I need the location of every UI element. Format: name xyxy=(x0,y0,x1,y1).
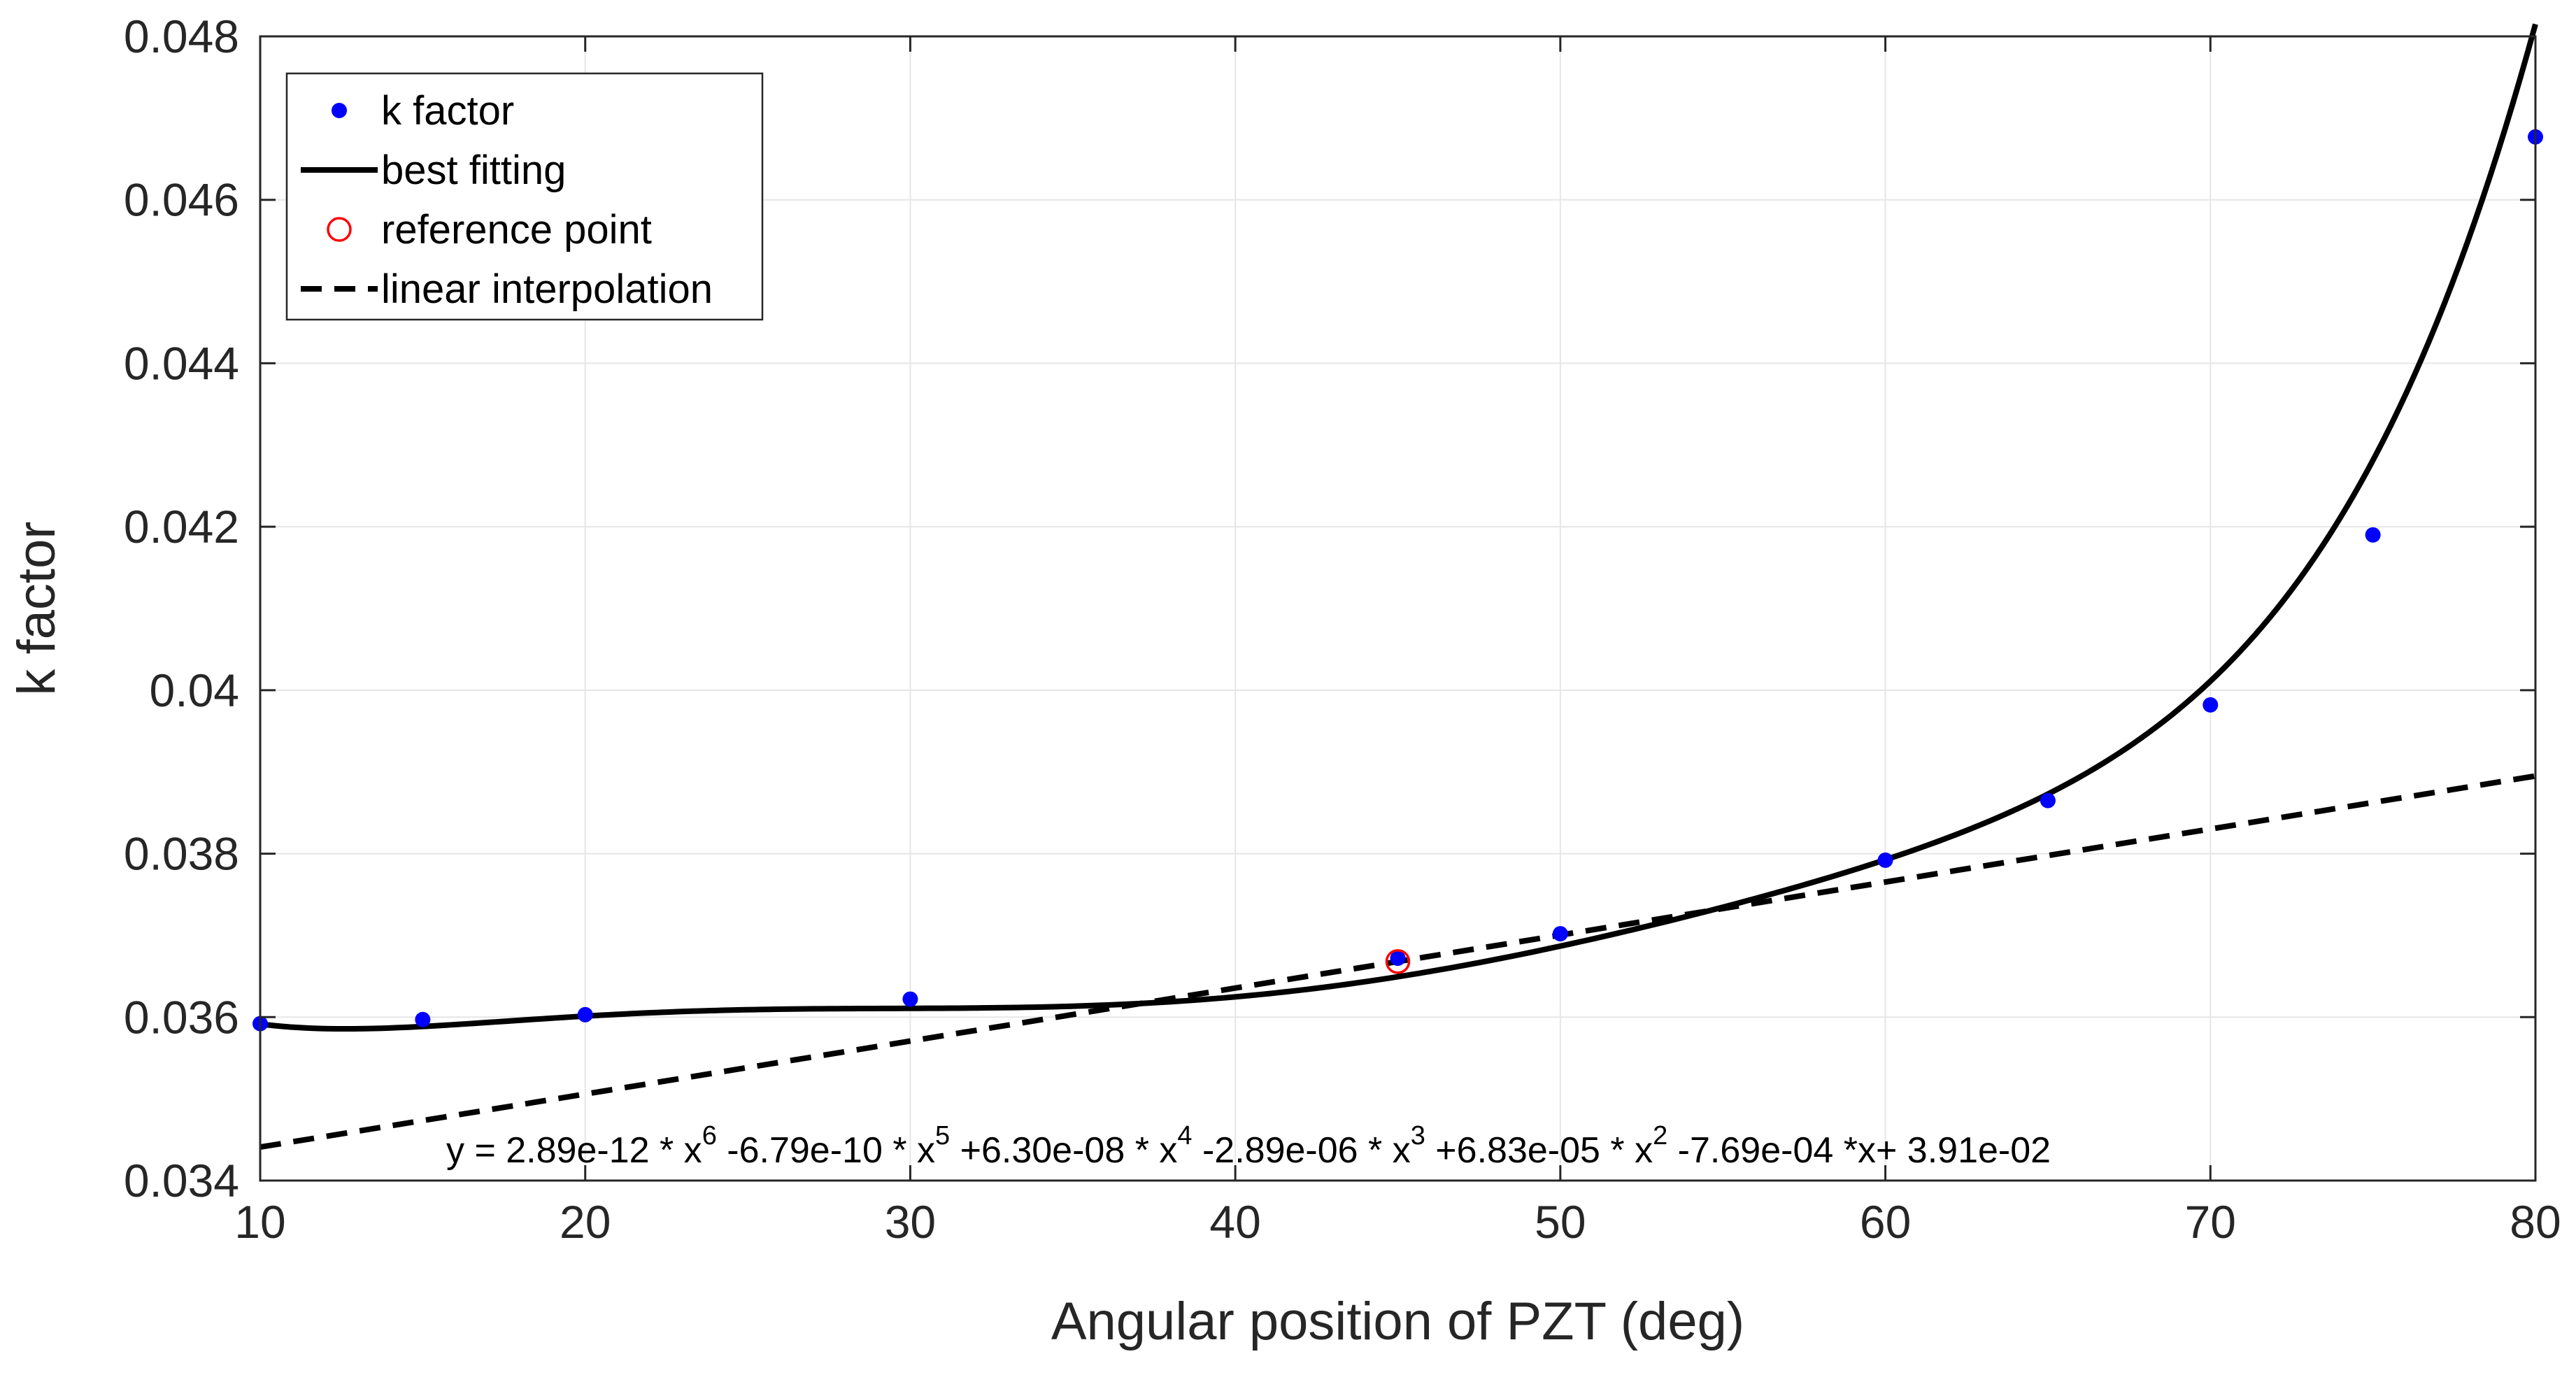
legend: k factor best fitting reference point linea… xyxy=(285,72,764,321)
y-tick-label: 0.038 xyxy=(124,828,239,880)
k-factor-point xyxy=(1552,926,1568,942)
x-tick-label: 20 xyxy=(560,1196,611,1248)
equation-term: y = 2.89e-12 * x xyxy=(446,1130,702,1171)
legend-label: linear interpolation xyxy=(381,266,713,312)
k-factor-point xyxy=(415,1011,431,1027)
equation-exponent: 4 xyxy=(1177,1121,1192,1150)
axis-titles: Angular position of PZT (deg) k factor xyxy=(7,521,1744,1351)
equation-exponent: 5 xyxy=(935,1121,950,1150)
equation-term: -6.79e-10 * x xyxy=(717,1130,935,1171)
legend-reference-point-marker xyxy=(327,217,352,242)
equation-exponent: 2 xyxy=(1653,1121,1667,1150)
equation-term: +6.30e-08 * x xyxy=(950,1130,1177,1171)
k-factor-point xyxy=(2203,697,2219,713)
equation-term: -7.69e-04 *x+ 3.91e-02 xyxy=(1667,1130,2051,1171)
equation-term: -2.89e-06 * x xyxy=(1193,1130,1411,1171)
legend-box xyxy=(285,72,764,321)
y-tick-label: 0.042 xyxy=(124,501,239,553)
k-factor-point xyxy=(1877,852,1893,868)
x-tick-label: 40 xyxy=(1209,1196,1260,1248)
x-tick-label: 50 xyxy=(1535,1196,1586,1248)
legend-label: k factor xyxy=(381,88,514,134)
y-tick-label: 0.04 xyxy=(150,664,239,716)
reference-point-marker xyxy=(1385,949,1411,974)
annotations: y = 2.89e-12 * x6​ -6.79e-10 * x5​ +6.30… xyxy=(446,1121,2051,1171)
x-tick-label: 30 xyxy=(885,1196,936,1248)
legend-k-factor-marker xyxy=(332,103,347,118)
x-axis-title: Angular position of PZT (deg) xyxy=(1051,1292,1744,1351)
tick-labels: 10 20 30 40 50 60 70 80 0.034 0.036 0.038 0.04 0.042… xyxy=(124,10,2561,1248)
k-factor-point xyxy=(902,991,918,1007)
y-tick-label: 0.034 xyxy=(124,1155,239,1206)
best-fitting-curve xyxy=(259,23,2538,1032)
k-factor-point xyxy=(2040,792,2056,808)
x-tick-label: 10 xyxy=(234,1196,285,1248)
y-tick-label: 0.044 xyxy=(124,337,239,389)
k-factor-point xyxy=(577,1006,593,1023)
fit-equation: y = 2.89e-12 * x6​ -6.79e-10 * x5​ +6.30… xyxy=(446,1121,2051,1171)
legend-label: best fitting xyxy=(381,148,566,193)
y-axis-title: k factor xyxy=(7,521,66,695)
legend-label: reference point xyxy=(381,207,652,252)
axes-frame xyxy=(259,35,2537,1182)
x-tick-label: 70 xyxy=(2185,1196,2236,1248)
equation-exponent: 3 xyxy=(1411,1121,1425,1150)
k-factor-point xyxy=(1390,950,1406,967)
y-tick-label: 0.048 xyxy=(124,10,239,62)
x-tick-label: 60 xyxy=(1860,1196,1911,1248)
equation-term: +6.83e-05 * x xyxy=(1425,1130,1653,1171)
equation-exponent: 6 xyxy=(702,1121,717,1150)
y-tick-label: 0.036 xyxy=(124,991,239,1043)
plot-area-border xyxy=(259,35,2537,1182)
k-factor-point xyxy=(2365,527,2381,543)
y-tick-label: 0.046 xyxy=(124,174,239,226)
x-tick-label: 80 xyxy=(2510,1196,2561,1248)
